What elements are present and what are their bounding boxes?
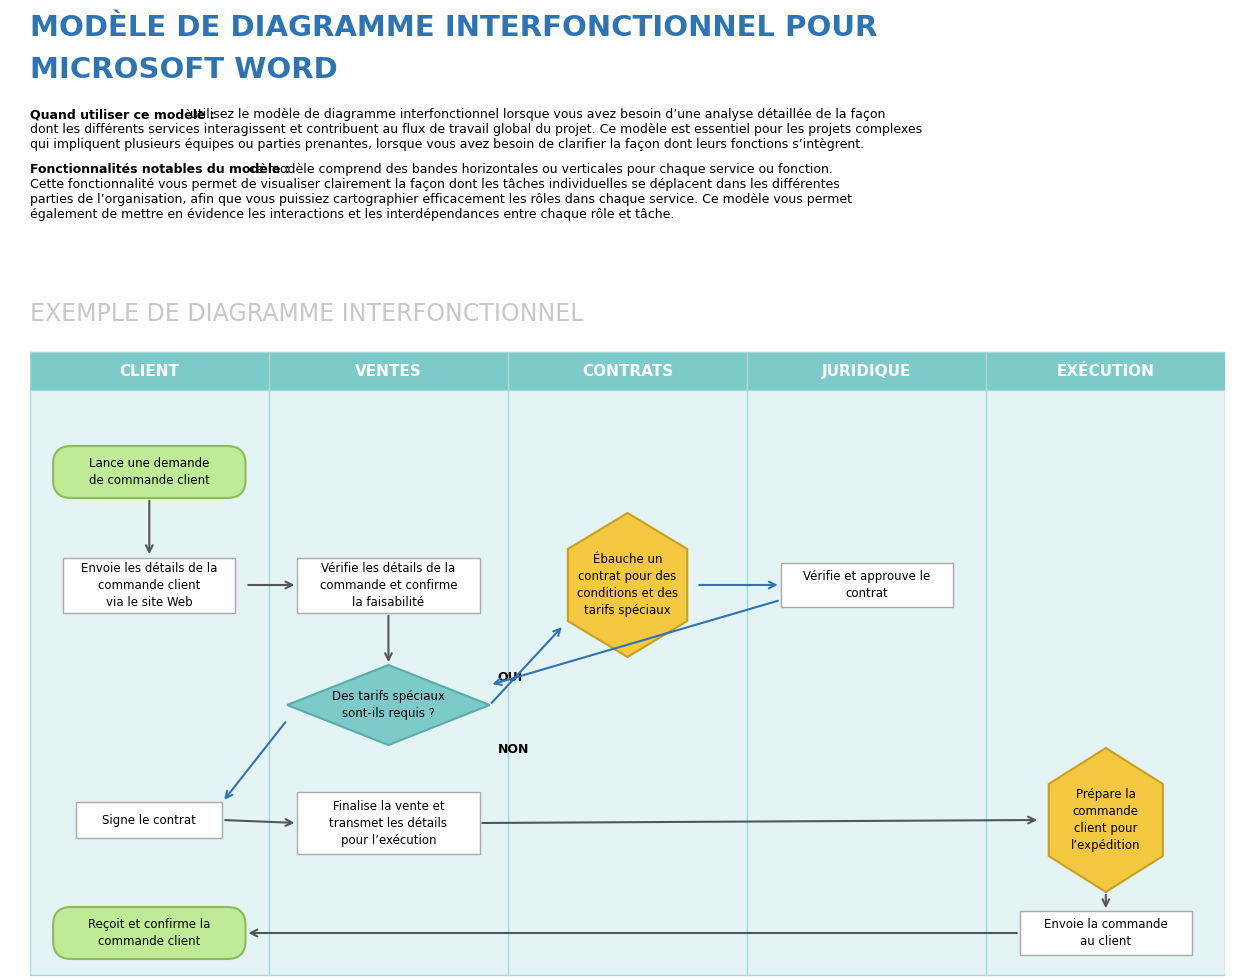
Text: Des tarifs spéciaux
sont-ils requis ?: Des tarifs spéciaux sont-ils requis ? [332, 690, 445, 720]
FancyBboxPatch shape [269, 352, 508, 390]
Text: Ébauche un
contrat pour des
conditions et des
tarifs spéciaux: Ébauche un contrat pour des conditions e… [577, 553, 678, 617]
Text: Fonctionnalités notables du modèle :: Fonctionnalités notables du modèle : [30, 163, 294, 176]
Text: CLIENT: CLIENT [119, 364, 180, 378]
FancyBboxPatch shape [297, 792, 479, 854]
Text: également de mettre en évidence les interactions et les interdépendances entre c: également de mettre en évidence les inte… [30, 208, 674, 221]
Polygon shape [287, 665, 489, 745]
Text: NON: NON [498, 743, 529, 756]
FancyBboxPatch shape [30, 352, 1225, 975]
Text: dont les différents services interagissent et contribuent au flux de travail glo: dont les différents services interagisse… [30, 123, 922, 136]
Text: Reçoit et confirme la
commande client: Reçoit et confirme la commande client [88, 918, 211, 948]
Text: parties de l’organisation, afin que vous puissiez cartographier efficacement les: parties de l’organisation, afin que vous… [30, 193, 851, 206]
Text: qui impliquent plusieurs équipes ou parties prenantes, lorsque vous avez besoin : qui impliquent plusieurs équipes ou part… [30, 138, 864, 151]
Text: JURIDIQUE: JURIDIQUE [821, 364, 912, 378]
Text: Vérifie les détails de la
commande et confirme
la faisabilité: Vérifie les détails de la commande et co… [320, 562, 457, 609]
FancyBboxPatch shape [747, 352, 986, 390]
Text: Lance une demande
de commande client: Lance une demande de commande client [89, 457, 209, 487]
FancyBboxPatch shape [53, 907, 245, 959]
FancyBboxPatch shape [1020, 911, 1192, 955]
Text: Envoie la commande
au client: Envoie la commande au client [1044, 918, 1167, 948]
FancyBboxPatch shape [63, 558, 235, 612]
Text: VENTES: VENTES [356, 364, 421, 378]
Polygon shape [567, 513, 688, 657]
Text: OUI: OUI [498, 670, 523, 683]
Text: CONTRATS: CONTRATS [582, 364, 673, 378]
Text: MODÈLE DE DIAGRAMME INTERFONCTIONNEL POUR: MODÈLE DE DIAGRAMME INTERFONCTIONNEL POU… [30, 14, 877, 42]
Text: ce modèle comprend des bandes horizontales ou verticales pour chaque service ou : ce modèle comprend des bandes horizontal… [249, 163, 833, 176]
FancyBboxPatch shape [30, 352, 269, 390]
Text: MICROSOFT WORD: MICROSOFT WORD [30, 56, 337, 84]
Text: Quand utiliser ce modèle :: Quand utiliser ce modèle : [30, 108, 219, 121]
Text: EXÉCUTION: EXÉCUTION [1057, 364, 1155, 378]
Text: Vérifie et approuve le
contrat: Vérifie et approuve le contrat [803, 570, 930, 600]
FancyBboxPatch shape [297, 558, 479, 612]
Text: Cette fonctionnalité vous permet de visualiser clairement la façon dont les tâch: Cette fonctionnalité vous permet de visu… [30, 178, 840, 191]
FancyBboxPatch shape [76, 802, 223, 838]
FancyBboxPatch shape [53, 446, 245, 498]
Text: Finalise la vente et
transmet les détails
pour l’exécution: Finalise la vente et transmet les détail… [330, 800, 447, 847]
Polygon shape [1048, 748, 1163, 892]
Text: Signe le contrat: Signe le contrat [103, 813, 196, 826]
FancyBboxPatch shape [781, 563, 953, 607]
FancyBboxPatch shape [986, 352, 1225, 390]
Text: Prépare la
commande
client pour
l’expédition: Prépare la commande client pour l’expédi… [1070, 788, 1141, 852]
Text: Envoie les détails de la
commande client
via le site Web: Envoie les détails de la commande client… [81, 562, 218, 609]
Text: EXEMPLE DE DIAGRAMME INTERFONCTIONNEL: EXEMPLE DE DIAGRAMME INTERFONCTIONNEL [30, 302, 584, 326]
FancyBboxPatch shape [508, 352, 747, 390]
Text: utilisez le modèle de diagramme interfonctionnel lorsque vous avez besoin d’une : utilisez le modèle de diagramme interfon… [190, 108, 885, 121]
